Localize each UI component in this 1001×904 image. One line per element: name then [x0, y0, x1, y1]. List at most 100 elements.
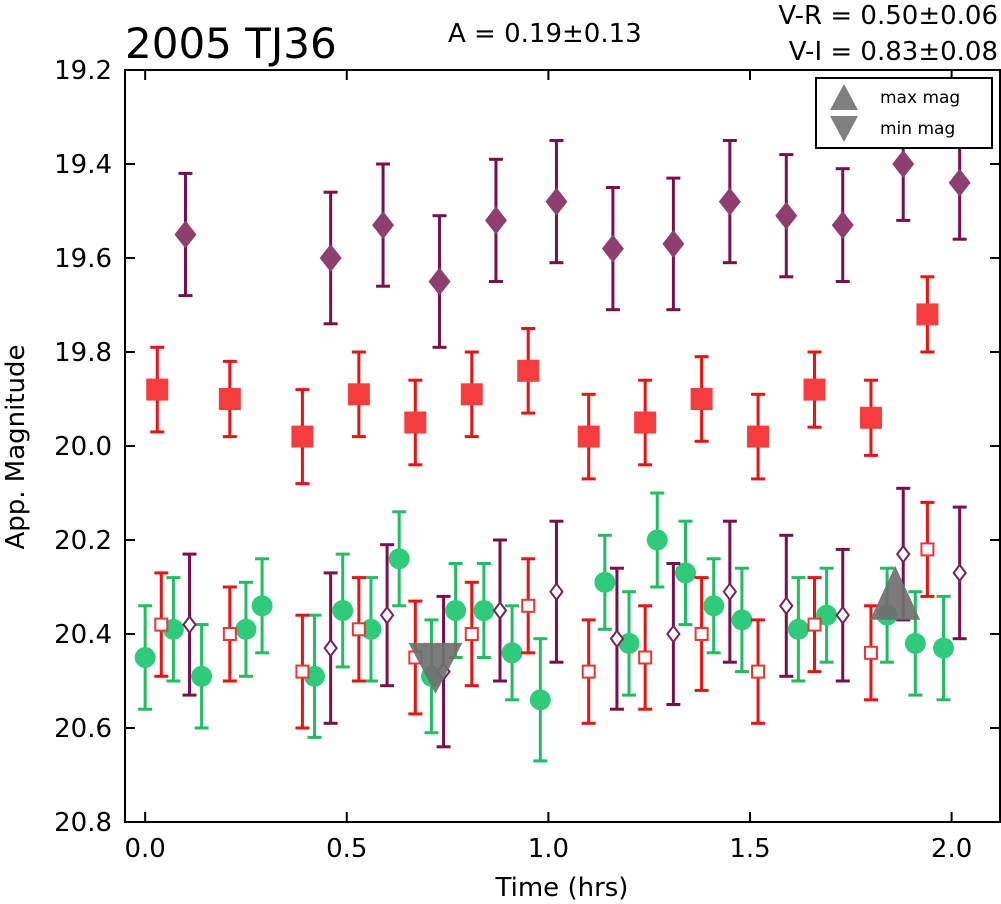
- x-tick-label: 1.0: [528, 834, 569, 864]
- data-point-diamond: [662, 229, 685, 258]
- data-point-square: [404, 411, 427, 434]
- data-point-circle: [501, 642, 523, 664]
- data-point-circle: [594, 571, 616, 593]
- data-point-square-open: [920, 542, 935, 557]
- series-1: [146, 275, 939, 486]
- axis-ticks: 0.0 0.5 1.0 1.5 2.0 19.2 19.4 19.6 19.8 20.0 20.2 2…: [54, 56, 1000, 864]
- legend: max mag min mag: [815, 77, 993, 149]
- plot-frame: [124, 69, 1001, 823]
- data-point-diamond-open: [895, 544, 911, 564]
- y-tick-label: 20.8: [54, 808, 112, 838]
- data-point-circle: [191, 665, 213, 687]
- data-point-square-open: [694, 627, 709, 641]
- data-point-square-open: [581, 664, 596, 679]
- data-point-diamond: [174, 220, 197, 249]
- data-point-square-open: [464, 627, 479, 641]
- data-point-diamond-open: [952, 563, 967, 583]
- data-point-diamond-open: [182, 614, 197, 635]
- data-point-diamond-open: [835, 605, 850, 625]
- data-point-diamond: [545, 187, 568, 216]
- data-point-diamond-open: [722, 582, 738, 602]
- series-4: [182, 486, 967, 749]
- min-mag-marker: [408, 642, 463, 694]
- data-point-diamond: [775, 201, 798, 230]
- data-point-square: [916, 303, 939, 326]
- data-point-diamond-open: [492, 600, 508, 621]
- max-mag-marker: [870, 565, 921, 620]
- y-tick-label: 19.8: [54, 338, 112, 368]
- data-point-circle: [473, 600, 495, 621]
- data-point-circle: [332, 600, 354, 621]
- data-point-square: [146, 378, 169, 401]
- data-point-square: [218, 388, 241, 410]
- x-tick-label: 2.0: [931, 834, 972, 864]
- y-tick-label: 19.6: [54, 244, 112, 274]
- data-point-circle: [787, 618, 809, 640]
- x-axis-title: Time (hrs): [495, 873, 629, 903]
- x-tick-label: 1.5: [729, 834, 770, 864]
- data-point-circle: [529, 689, 551, 711]
- vi-annotation: V-I = 0.83±0.08: [789, 37, 998, 67]
- data-point-diamond: [372, 211, 395, 240]
- data-points: [134, 106, 971, 763]
- data-point-square-open: [863, 645, 878, 660]
- data-point-circle: [731, 609, 753, 631]
- data-point-diamond-open: [379, 605, 395, 625]
- data-point-diamond: [831, 211, 854, 240]
- y-tick-label: 20.4: [54, 620, 112, 650]
- data-point-diamond-open: [549, 582, 564, 602]
- y-tick-label: 20.2: [54, 526, 112, 556]
- data-point-square: [517, 359, 540, 382]
- data-point-square-open: [154, 617, 169, 632]
- data-point-square-open: [638, 650, 653, 665]
- data-point-diamond: [718, 187, 741, 216]
- data-point-diamond: [892, 150, 915, 178]
- legend-max-mag-marker: [830, 84, 858, 110]
- data-point-diamond-open: [609, 629, 625, 649]
- data-point-square: [347, 383, 370, 406]
- vr-annotation: V-R = 0.50±0.06: [778, 1, 998, 31]
- data-point-circle: [134, 647, 156, 668]
- data-point-diamond: [319, 244, 342, 272]
- data-point-square: [577, 425, 600, 448]
- data-point-square: [291, 425, 314, 448]
- data-point-circle: [904, 632, 926, 654]
- data-point-square-open: [521, 598, 536, 613]
- data-point-square: [460, 383, 483, 406]
- data-point-circle: [933, 637, 955, 659]
- y-tick-label: 20.0: [54, 432, 112, 462]
- data-point-square: [634, 411, 657, 434]
- legend-max-mag-label: max mag: [880, 88, 960, 108]
- data-point-square: [859, 406, 882, 429]
- data-point-circle: [674, 562, 696, 584]
- data-point-diamond: [484, 206, 507, 235]
- amplitude-annotation: A = 0.19±0.13: [448, 19, 642, 49]
- data-point-diamond: [948, 168, 971, 197]
- data-point-diamond-open: [323, 638, 338, 658]
- data-point-circle: [703, 595, 725, 617]
- y-axis-title: App. Magnitude: [1, 344, 31, 549]
- y-tick-label: 19.2: [54, 56, 112, 86]
- legend-min-mag-marker: [830, 116, 858, 142]
- data-point-square: [803, 378, 826, 401]
- data-point-circle: [646, 529, 668, 551]
- data-point-diamond-open: [666, 624, 681, 644]
- data-point-diamond-open: [779, 596, 794, 616]
- data-point-square: [747, 425, 770, 448]
- data-point-square: [690, 388, 713, 410]
- data-point-diamond: [601, 234, 624, 263]
- data-point-circle: [618, 632, 640, 654]
- data-point-circle: [235, 618, 257, 640]
- extrema-markers: [408, 565, 921, 694]
- y-tick-label: 20.6: [54, 714, 112, 744]
- legend-min-mag-label: min mag: [880, 119, 955, 139]
- data-point-circle: [388, 548, 410, 570]
- data-point-circle: [445, 600, 467, 621]
- data-point-square-open: [807, 617, 822, 632]
- data-point-square-open: [295, 664, 310, 679]
- data-point-square-open: [222, 627, 237, 641]
- series-3: [154, 500, 935, 730]
- x-tick-label: 0.0: [124, 834, 165, 864]
- y-tick-label: 19.4: [54, 150, 112, 180]
